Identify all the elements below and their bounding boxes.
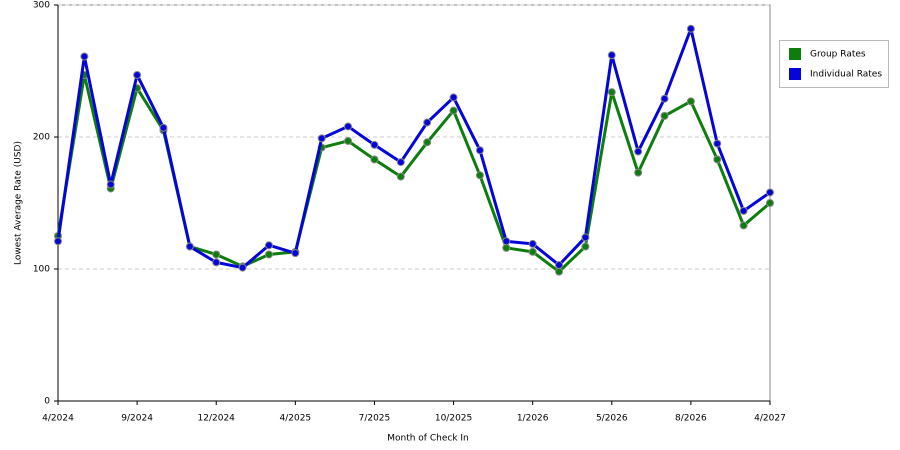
data-point [475,171,484,180]
data-point [739,206,748,215]
x-tick-label: 10/2025 [435,414,472,424]
data-point [660,94,669,103]
data-point [502,243,511,252]
x-tick-label: 12/2024 [198,414,236,424]
data-point [739,221,748,230]
data-point [766,188,774,197]
data-point [133,70,142,79]
data-point [344,122,353,131]
data-point [185,242,194,251]
y-axis-label: Lowest Average Rate (USD) [14,141,24,265]
data-point [502,237,511,246]
data-point [607,51,616,60]
data-point [80,52,89,61]
data-point [317,134,326,143]
y-tick-label: 300 [33,1,50,11]
x-tick-label: 4/2025 [279,414,311,424]
data-point [370,140,379,149]
legend-label: Group Rates [810,50,866,60]
y-tick-label: 100 [33,265,50,275]
legend-label: Individual Rates [810,70,882,80]
data-point [634,147,643,156]
data-point [212,258,221,267]
x-tick-label: 4/2027 [754,414,786,424]
data-point [713,155,722,164]
data-point [344,136,353,145]
data-point [555,267,564,276]
data-point [475,146,484,155]
legend-box [779,40,889,88]
data-point [686,24,695,33]
data-point [634,168,643,177]
data-point [423,138,432,147]
series-line [56,27,771,270]
plot-frame [57,4,771,402]
data-point [766,199,774,207]
y-tick-label: 200 [33,133,50,143]
data-point [264,241,273,250]
data-point [581,233,590,242]
data-point [555,261,564,270]
legend-swatch [789,48,801,60]
data-point [370,155,379,164]
legend-swatch [789,68,801,80]
data-point [607,88,616,97]
data-point [396,172,405,181]
x-tick-label: 1/2026 [517,414,549,424]
data-point [106,180,115,189]
data-point [528,239,537,248]
data-point [238,263,247,272]
data-point [528,247,537,256]
data-point [264,250,273,259]
x-tick-label: 7/2025 [359,414,391,424]
data-point [396,158,405,167]
data-point [660,111,669,120]
data-point [212,250,221,259]
x-tick-label: 8/2026 [675,414,707,424]
data-point [581,242,590,251]
data-point [449,93,458,102]
data-point [291,249,300,258]
x-axis-label: Month of Check In [387,434,469,444]
x-tick-label: 5/2026 [596,414,628,424]
data-point [449,106,458,115]
x-tick-label: 4/2024 [42,414,74,424]
data-point [54,237,62,246]
data-point [159,123,168,132]
data-point [686,97,695,106]
data-point [423,118,432,127]
y-tick-label: 0 [44,397,50,407]
x-tick-label: 9/2024 [121,414,153,424]
data-point [713,139,722,148]
